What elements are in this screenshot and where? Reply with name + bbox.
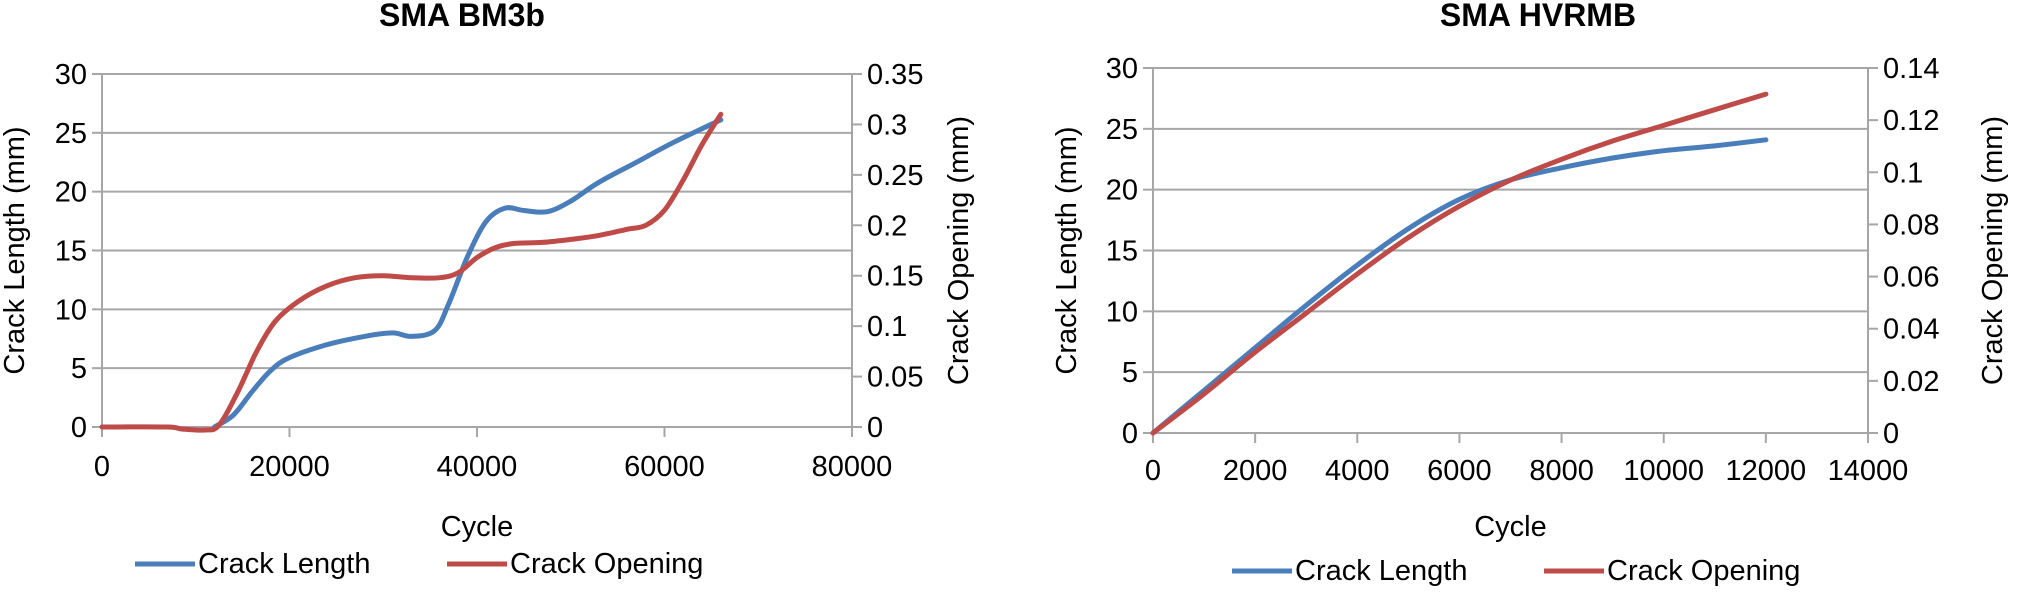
legend-item: Crack Length <box>135 548 371 580</box>
y-axis-label: Crack Length (mm) <box>1051 126 1083 374</box>
legend-label: Crack Opening <box>510 548 703 580</box>
y2-tick-label: 0 <box>1883 418 1899 450</box>
y2-tick-label: 0 <box>867 412 883 444</box>
y2-tick-label: 0.02 <box>1883 366 1939 398</box>
y2-tick-label: 0.06 <box>1883 262 1939 294</box>
y2-tick-label: 0.35 <box>867 59 923 91</box>
y2-tick-label: 0.15 <box>867 261 923 293</box>
series-line-crack-opening <box>1150 91 1769 436</box>
y-tick-label: 10 <box>55 294 87 326</box>
y-tick-label: 25 <box>1106 114 1138 146</box>
legend-label: Crack Length <box>198 548 371 580</box>
chart-title: SMA HVRMB <box>1440 0 1636 33</box>
y-tick-label: 20 <box>55 177 87 209</box>
y-tick-label: 0 <box>71 412 87 444</box>
y-tick-label: 30 <box>55 59 87 91</box>
x-tick-label: 8000 <box>1529 455 1594 487</box>
y-axis-label: Crack Length (mm) <box>0 126 31 374</box>
x-tick-label: 40000 <box>437 451 518 483</box>
x-tick-label: 12000 <box>1726 455 1807 487</box>
y2-tick-label: 0.14 <box>1883 53 1939 85</box>
legend-item: Crack Opening <box>1544 555 1800 587</box>
y-tick-label: 25 <box>55 118 87 150</box>
series-line-crack-length <box>212 117 724 430</box>
y2-tick-label: 0.08 <box>1883 209 1939 241</box>
series-line-crack-opening <box>99 111 724 433</box>
x-tick-label: 14000 <box>1828 455 1909 487</box>
x-tick-label: 4000 <box>1325 455 1390 487</box>
chart-1: SMA BM3b 0 5 10 15 20 25 30 0 0.05 0.1 0.15 0.2 0.25 0… <box>0 0 975 580</box>
y2-tick-label: 0.3 <box>867 109 907 141</box>
y2-tick-label: 0.05 <box>867 362 923 394</box>
x-tick-label: 60000 <box>624 451 705 483</box>
x-tick-label: 10000 <box>1623 455 1704 487</box>
chart-title: SMA BM3b <box>379 0 545 33</box>
y2-tick-label: 0.1 <box>867 311 907 343</box>
x-tick-label: 6000 <box>1427 455 1492 487</box>
y2-axis-label: Crack Opening (mm) <box>1977 116 2009 385</box>
y-tick-label: 5 <box>71 353 87 385</box>
legend-label: Crack Opening <box>1607 555 1800 587</box>
x-tick-label: 20000 <box>249 451 330 483</box>
x-tick-label: 0 <box>94 451 110 483</box>
x-axis-label: Cycle <box>1474 511 1547 543</box>
y2-tick-label: 0.04 <box>1883 314 1939 346</box>
y-tick-label: 15 <box>55 236 87 268</box>
series-line-crack-length <box>1150 137 1769 436</box>
y-tick-label: 5 <box>1122 357 1138 389</box>
y-tick-label: 30 <box>1106 53 1138 85</box>
x-tick-label: 2000 <box>1223 455 1288 487</box>
y2-tick-label: 0.1 <box>1883 157 1923 189</box>
y2-tick-label: 0.25 <box>867 160 923 192</box>
legend-item: Crack Length <box>1232 555 1468 587</box>
y-tick-label: 10 <box>1106 296 1138 328</box>
x-tick-label: 0 <box>1145 455 1161 487</box>
y2-axis-label: Crack Opening (mm) <box>943 116 975 385</box>
y-tick-label: 20 <box>1106 175 1138 207</box>
y2-tick-label: 0.12 <box>1883 105 1939 137</box>
legend-label: Crack Length <box>1295 555 1468 587</box>
x-tick-label: 80000 <box>812 451 893 483</box>
x-axis-label: Cycle <box>441 511 514 543</box>
y2-tick-label: 0.2 <box>867 210 907 242</box>
legend-item: Crack Opening <box>447 548 703 580</box>
y-tick-label: 15 <box>1106 236 1138 268</box>
chart-2: SMA HVRMB 0 5 10 15 20 25 30 0 0.02 0.04 0.06 0.08 0.… <box>1051 0 2009 587</box>
y-tick-label: 0 <box>1122 418 1138 450</box>
